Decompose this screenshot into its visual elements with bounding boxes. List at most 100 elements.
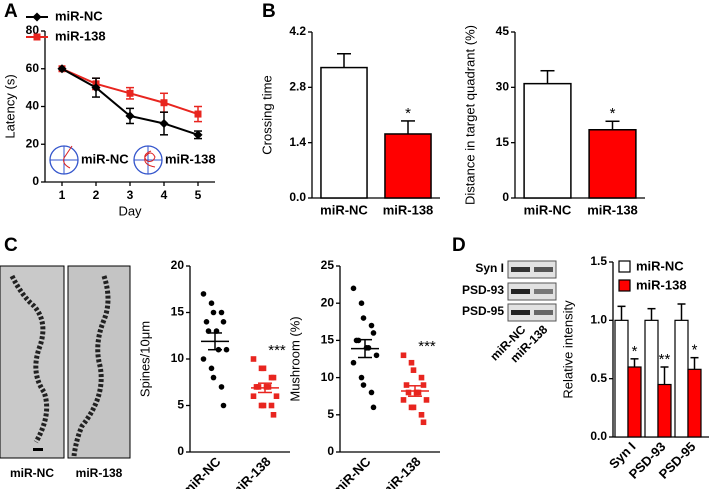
data-point [208, 365, 215, 372]
data-point [91, 83, 101, 93]
bar [674, 319, 689, 438]
legend-swatch [618, 260, 631, 273]
data-point [273, 393, 280, 399]
y-tick-label: 0.5 [590, 371, 607, 385]
data-point [126, 89, 134, 97]
bar [523, 82, 572, 199]
panel-letter: C [4, 235, 18, 256]
data-point [415, 389, 422, 396]
panel-letter: A [4, 1, 18, 22]
maze-icon [49, 145, 163, 175]
y-axis-label: Distance in target quadrant (%) [462, 25, 477, 205]
data-point [400, 352, 407, 359]
y-tick-label: 25 [321, 258, 335, 272]
data-point [403, 382, 410, 388]
legend-label: miR-NC [55, 8, 103, 23]
y-tick-label: 0 [32, 174, 39, 188]
data-point [203, 319, 210, 325]
panel-letter: B [262, 1, 276, 22]
y-tick-label: 5 [177, 398, 184, 412]
y-tick-label: 30 [496, 80, 510, 94]
significance: * [632, 343, 638, 360]
significance: *** [268, 342, 286, 359]
x-tick-label: 2 [93, 188, 100, 202]
bar [644, 319, 659, 438]
significance: * [692, 342, 698, 359]
blot-row-label: Syn I [475, 261, 504, 275]
x-tick-label: 1 [59, 188, 66, 202]
data-point [200, 356, 207, 362]
y-tick-label: 20 [321, 295, 335, 309]
data-point [218, 384, 225, 390]
significance: ** [659, 351, 671, 368]
y-tick-label: 0 [502, 190, 509, 204]
data-point [408, 359, 415, 366]
data-point [268, 402, 275, 409]
legend-label: miR-138 [636, 277, 687, 292]
legend-label: miR-138 [55, 28, 106, 43]
data-point [255, 384, 262, 390]
y-tick-label: 0 [177, 444, 184, 458]
western-blot [507, 260, 557, 322]
x-tick-label: miR-NC [320, 202, 368, 217]
y-tick-label: 40 [26, 99, 40, 113]
data-point [350, 359, 357, 366]
data-point [358, 300, 365, 307]
data-point [210, 374, 217, 381]
legend-marker [33, 33, 41, 41]
y-tick-label: 15 [321, 333, 335, 347]
data-point [250, 356, 257, 362]
blot-row-label: PSD-93 [462, 283, 504, 297]
x-tick-label: 3 [127, 188, 134, 202]
y-tick-label: 0 [327, 444, 334, 458]
y-axis-label: Crossing time [259, 75, 274, 154]
data-point [423, 397, 430, 403]
y-tick-label: 0.0 [590, 429, 607, 443]
micrograph [0, 265, 131, 459]
data-point [420, 419, 427, 426]
micrograph-label: miR-138 [76, 466, 123, 480]
data-point [270, 412, 277, 418]
y-tick-label: 4.2 [289, 24, 306, 38]
data-point [368, 322, 375, 329]
data-point [370, 330, 377, 336]
data-point [250, 393, 257, 399]
data-point [418, 412, 425, 418]
y-tick-label: 20 [171, 258, 185, 272]
x-axis-label: Day [118, 203, 142, 218]
x-tick-label: miR-138 [377, 454, 423, 489]
y-tick-label: 2.8 [289, 80, 306, 94]
legend-swatch [618, 279, 631, 292]
data-point [260, 402, 267, 409]
legend-marker [32, 12, 42, 22]
y-tick-label: 1.4 [289, 135, 306, 149]
data-point [160, 99, 168, 107]
bar [588, 129, 637, 199]
y-tick-label: 1.5 [590, 254, 607, 268]
blot-row-label: PSD-95 [462, 304, 504, 318]
data-point [208, 300, 215, 307]
y-tick-label: 15 [171, 305, 185, 319]
data-point [400, 397, 407, 403]
x-tick-label: 4 [161, 188, 168, 202]
data-point [270, 374, 277, 381]
data-point [220, 319, 227, 325]
data-point [418, 374, 425, 381]
data-point [405, 389, 412, 396]
y-axis-label: Latency (s) [2, 74, 17, 138]
bar [627, 366, 642, 438]
y-tick-label: 10 [321, 370, 335, 384]
data-point [159, 118, 169, 129]
inset-label: miR-138 [165, 151, 216, 166]
data-point [410, 367, 417, 373]
bar [687, 368, 702, 438]
data-point [220, 402, 227, 409]
panel-letter: D [452, 235, 466, 256]
significance: * [610, 105, 616, 122]
bar [384, 133, 432, 199]
data-point [57, 64, 67, 74]
data-point [260, 365, 267, 372]
y-tick-label: 20 [26, 136, 40, 150]
y-axis-label: Spines/10μm [137, 321, 152, 397]
